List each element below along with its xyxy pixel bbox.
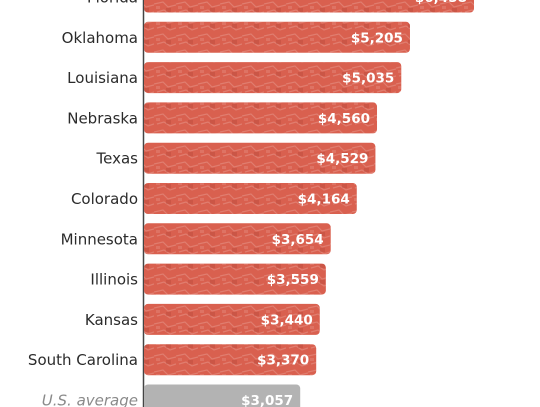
category-label-oklahoma: Oklahoma [62, 29, 138, 47]
category-label-louisiana: Louisiana [67, 69, 138, 87]
value-label-u-s-average: $3,057 [241, 393, 293, 407]
bar-texture-illinois [144, 263, 326, 295]
category-label-south-carolina: South Carolina [28, 351, 138, 369]
bar-texture-nebraska [144, 102, 378, 134]
category-label-illinois: Illinois [90, 271, 138, 289]
bar-texture-louisiana [144, 62, 402, 94]
value-label-south-carolina: $3,370 [257, 353, 309, 369]
category-label-florida: Florida [87, 0, 138, 7]
bar-texture-colorado [144, 183, 357, 214]
category-label-nebraska: Nebraska [67, 109, 138, 127]
value-label-minnesota: $3,654 [272, 232, 324, 248]
bar-texture-texas [144, 142, 376, 174]
category-label-u-s-average: U.S. average [42, 392, 138, 407]
bar-texture-kansas [144, 303, 320, 335]
value-label-nebraska: $4,560 [318, 111, 370, 127]
bars-group: Florida $6,458 Oklahoma $5,205 Louisiana $5,0… [28, 0, 474, 407]
bar-texture-minnesota [144, 223, 331, 255]
category-label-texas: Texas [96, 150, 139, 168]
bar-texture-florida [144, 0, 474, 13]
value-label-florida: $6,458 [415, 0, 467, 6]
category-label-kansas: Kansas [85, 311, 138, 329]
value-label-texas: $4,529 [316, 151, 368, 167]
value-label-louisiana: $5,035 [342, 71, 394, 87]
bar-texture-oklahoma [144, 21, 410, 53]
bar-texture-south-carolina [144, 344, 317, 376]
value-label-kansas: $3,440 [261, 312, 313, 328]
category-label-minnesota: Minnesota [61, 230, 138, 248]
bar-u-s-average [144, 384, 301, 407]
value-label-oklahoma: $5,205 [351, 30, 403, 46]
value-label-illinois: $3,559 [267, 272, 319, 288]
category-label-colorado: Colorado [71, 190, 138, 208]
value-label-colorado: $4,164 [298, 192, 350, 208]
